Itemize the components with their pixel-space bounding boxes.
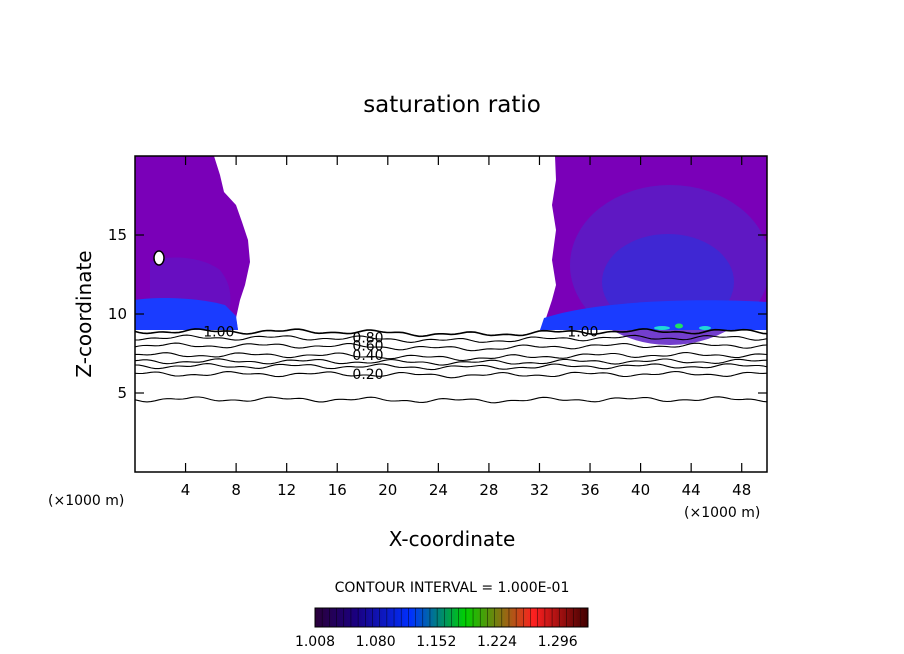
chart-title: saturation ratio	[363, 92, 541, 118]
supersat-band-left	[135, 297, 238, 330]
contour-label: 1.00	[567, 324, 598, 340]
x-tick-label: 12	[277, 481, 296, 499]
contour-line	[135, 351, 767, 362]
supersat-spot-cyan-1	[654, 326, 670, 330]
supersat-spot-cyan-2	[699, 326, 711, 330]
contour-label: 0.40	[352, 348, 383, 364]
x-unit-right: (×1000 m)	[684, 505, 760, 521]
colorbar-label: 1.008	[295, 634, 335, 650]
x-tick-label: 44	[682, 481, 701, 499]
colorbar-label: 1.296	[538, 634, 578, 650]
y-tick-label: 10	[108, 305, 127, 323]
contour-line	[135, 358, 767, 366]
colorbar-label: 1.080	[356, 634, 396, 650]
colorbar-label: 1.224	[477, 634, 517, 650]
x-axis-label: X-coordinate	[389, 527, 516, 551]
contour-line	[135, 370, 767, 379]
x-tick-label: 40	[631, 481, 650, 499]
colorbar-label: 1.152	[416, 634, 456, 650]
x-tick-label: 36	[580, 481, 599, 499]
plot-area	[135, 156, 767, 404]
supersat-spot-green	[675, 323, 683, 329]
x-unit-left: (×1000 m)	[48, 493, 124, 509]
colorbar-ticks	[321, 608, 582, 627]
contour-line	[135, 363, 767, 371]
x-tick-label: 4	[181, 481, 191, 499]
x-tick-label: 32	[530, 481, 549, 499]
contour-interval-text: CONTOUR INTERVAL = 1.000E-01	[335, 580, 570, 596]
contour-label: 1.00	[203, 324, 234, 340]
contour-line	[135, 328, 767, 338]
contour-labels: 1.00 1.00 0.800.600.40 0.20	[203, 324, 598, 383]
contour-line	[135, 342, 767, 352]
y-tick-label: 5	[117, 384, 127, 402]
x-ticks: 4 8 12 16 20 24 28 32 36 40 44 48	[181, 156, 751, 499]
x-tick-label: 8	[231, 481, 241, 499]
contour-label: 0.20	[352, 367, 383, 383]
contour-lines	[135, 328, 767, 404]
unsaturated-hole-left	[153, 250, 165, 266]
x-tick-label: 16	[328, 481, 347, 499]
contour-label: 0.60	[352, 339, 383, 355]
colorbar-labels: 1.008 1.080 1.152 1.224 1.296	[295, 634, 578, 650]
contour-line	[135, 334, 767, 343]
y-axis-label: Z-coordinate	[72, 250, 96, 377]
contour-line	[135, 396, 767, 404]
supersat-band-right	[540, 300, 767, 330]
x-tick-label: 48	[732, 481, 751, 499]
contour-label: 0.80	[352, 331, 383, 347]
x-tick-label: 24	[429, 481, 448, 499]
y-ticks: 5 10 15	[108, 226, 767, 402]
x-tick-label: 20	[378, 481, 397, 499]
y-tick-label: 15	[108, 226, 127, 244]
x-tick-label: 28	[479, 481, 498, 499]
